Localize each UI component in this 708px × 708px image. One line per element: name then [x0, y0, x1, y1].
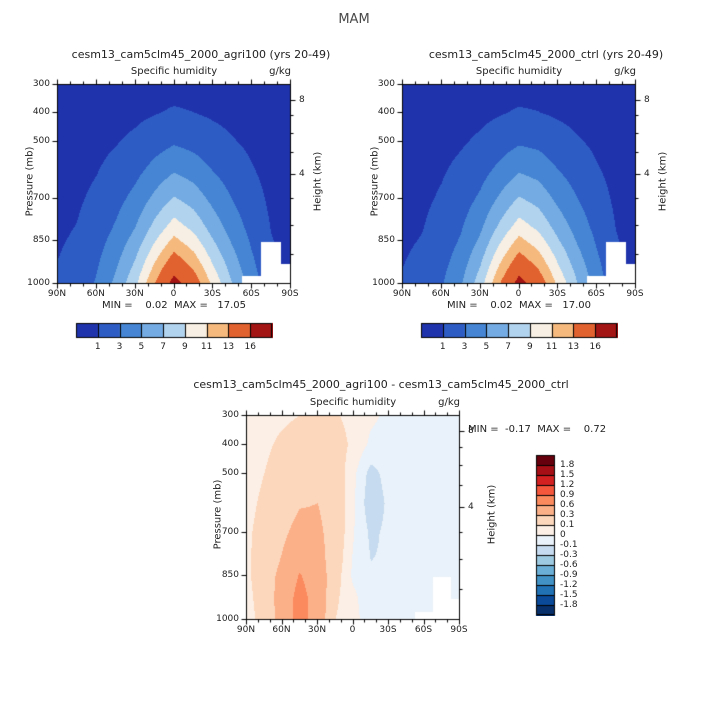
colorbar-tick-label: 5 — [483, 342, 490, 352]
colorbar-tick-label: 1 — [439, 342, 446, 352]
colorbar-tick-label: 5 — [138, 342, 145, 352]
panel-title-agri100: cesm13_cam5clm45_2000_agri100 (yrs 20-49… — [71, 48, 331, 61]
colorbar-tick-label: -1.2 — [560, 580, 578, 590]
colorbar-tick-label: 1.5 — [560, 470, 575, 480]
colorbar-tick-label: 7 — [160, 342, 166, 352]
pressure-axis-label-agri100: Pressure (mb) — [24, 146, 36, 217]
panel-subtitle-ctrl: Specific humidity — [475, 66, 563, 77]
panel-title-ctrl: cesm13_cam5clm45_2000_ctrl (yrs 20-49) — [428, 48, 664, 61]
colorbar-agri100 — [75, 322, 273, 339]
colorbar-tick-label: 3 — [461, 342, 468, 352]
colorbar-tick-label: 0.1 — [560, 520, 575, 530]
units-label-ctrl: g/kg — [614, 66, 636, 77]
colorbar-tick-label: 0.6 — [560, 500, 575, 510]
colorbar-tick-label: 11 — [545, 342, 558, 352]
height-axis-label-diff: Height (km) — [486, 484, 498, 545]
colorbar-tick-label: -0.3 — [560, 550, 578, 560]
colorbar-tick-label: -1.5 — [560, 590, 578, 600]
panel-subtitle-agri100: Specific humidity — [130, 66, 218, 77]
colorbar-tick-label: 7 — [505, 342, 511, 352]
minmax-stats-agri100: MIN = 0.02 MAX = 17.05 — [102, 300, 246, 311]
colorbar-tick-label: 1.8 — [560, 460, 575, 470]
colorbar-tick-label: 0.3 — [560, 510, 575, 520]
colorbar-tick-label: 13 — [567, 342, 580, 352]
contour-plot-ctrl — [392, 74, 646, 294]
colorbar-tick-label: -0.6 — [560, 560, 578, 570]
colorbar-tick-label: 16 — [589, 342, 601, 352]
colorbar-tick-label: 11 — [200, 342, 213, 352]
height-axis-label-ctrl: Height (km) — [657, 151, 669, 212]
panel-subtitle-diff: Specific humidity — [309, 397, 397, 408]
colorbar-tick-label: -1.8 — [560, 600, 578, 610]
colorbar-ctrl — [420, 322, 618, 339]
colorbar-tick-label: 13 — [222, 342, 235, 352]
season-title: MAM — [338, 12, 370, 27]
colorbar-tick-label: 3 — [116, 342, 123, 352]
colorbar-diff — [535, 454, 556, 616]
units-label-diff: g/kg — [438, 397, 460, 408]
pressure-axis-label-diff: Pressure (mb) — [212, 479, 224, 550]
panel-title-diff: cesm13_cam5clm45_2000_agri100 - cesm13_c… — [193, 378, 569, 391]
colorbar-tick-label: 1.2 — [560, 480, 575, 490]
height-axis-label-agri100: Height (km) — [312, 151, 324, 212]
colorbar-tick-label: 9 — [527, 342, 533, 352]
units-label-agri100: g/kg — [269, 66, 291, 77]
colorbar-tick-label: 16 — [244, 342, 256, 352]
colorbar-tick-label: 1 — [94, 342, 101, 352]
contour-plot-diff — [236, 405, 470, 630]
colorbar-tick-label: -0.9 — [560, 570, 578, 580]
minmax-stats-ctrl: MIN = 0.02 MAX = 17.00 — [447, 300, 591, 311]
colorbar-tick-label: 0 — [560, 530, 566, 540]
colorbar-tick-label: 0.9 — [560, 490, 575, 500]
colorbar-tick-label: -0.1 — [560, 540, 578, 550]
minmax-stats-diff: MIN = -0.17 MAX = 0.72 — [468, 424, 607, 435]
pressure-axis-label-ctrl: Pressure (mb) — [369, 146, 381, 217]
contour-plot-agri100 — [47, 74, 301, 294]
colorbar-tick-label: 9 — [182, 342, 188, 352]
